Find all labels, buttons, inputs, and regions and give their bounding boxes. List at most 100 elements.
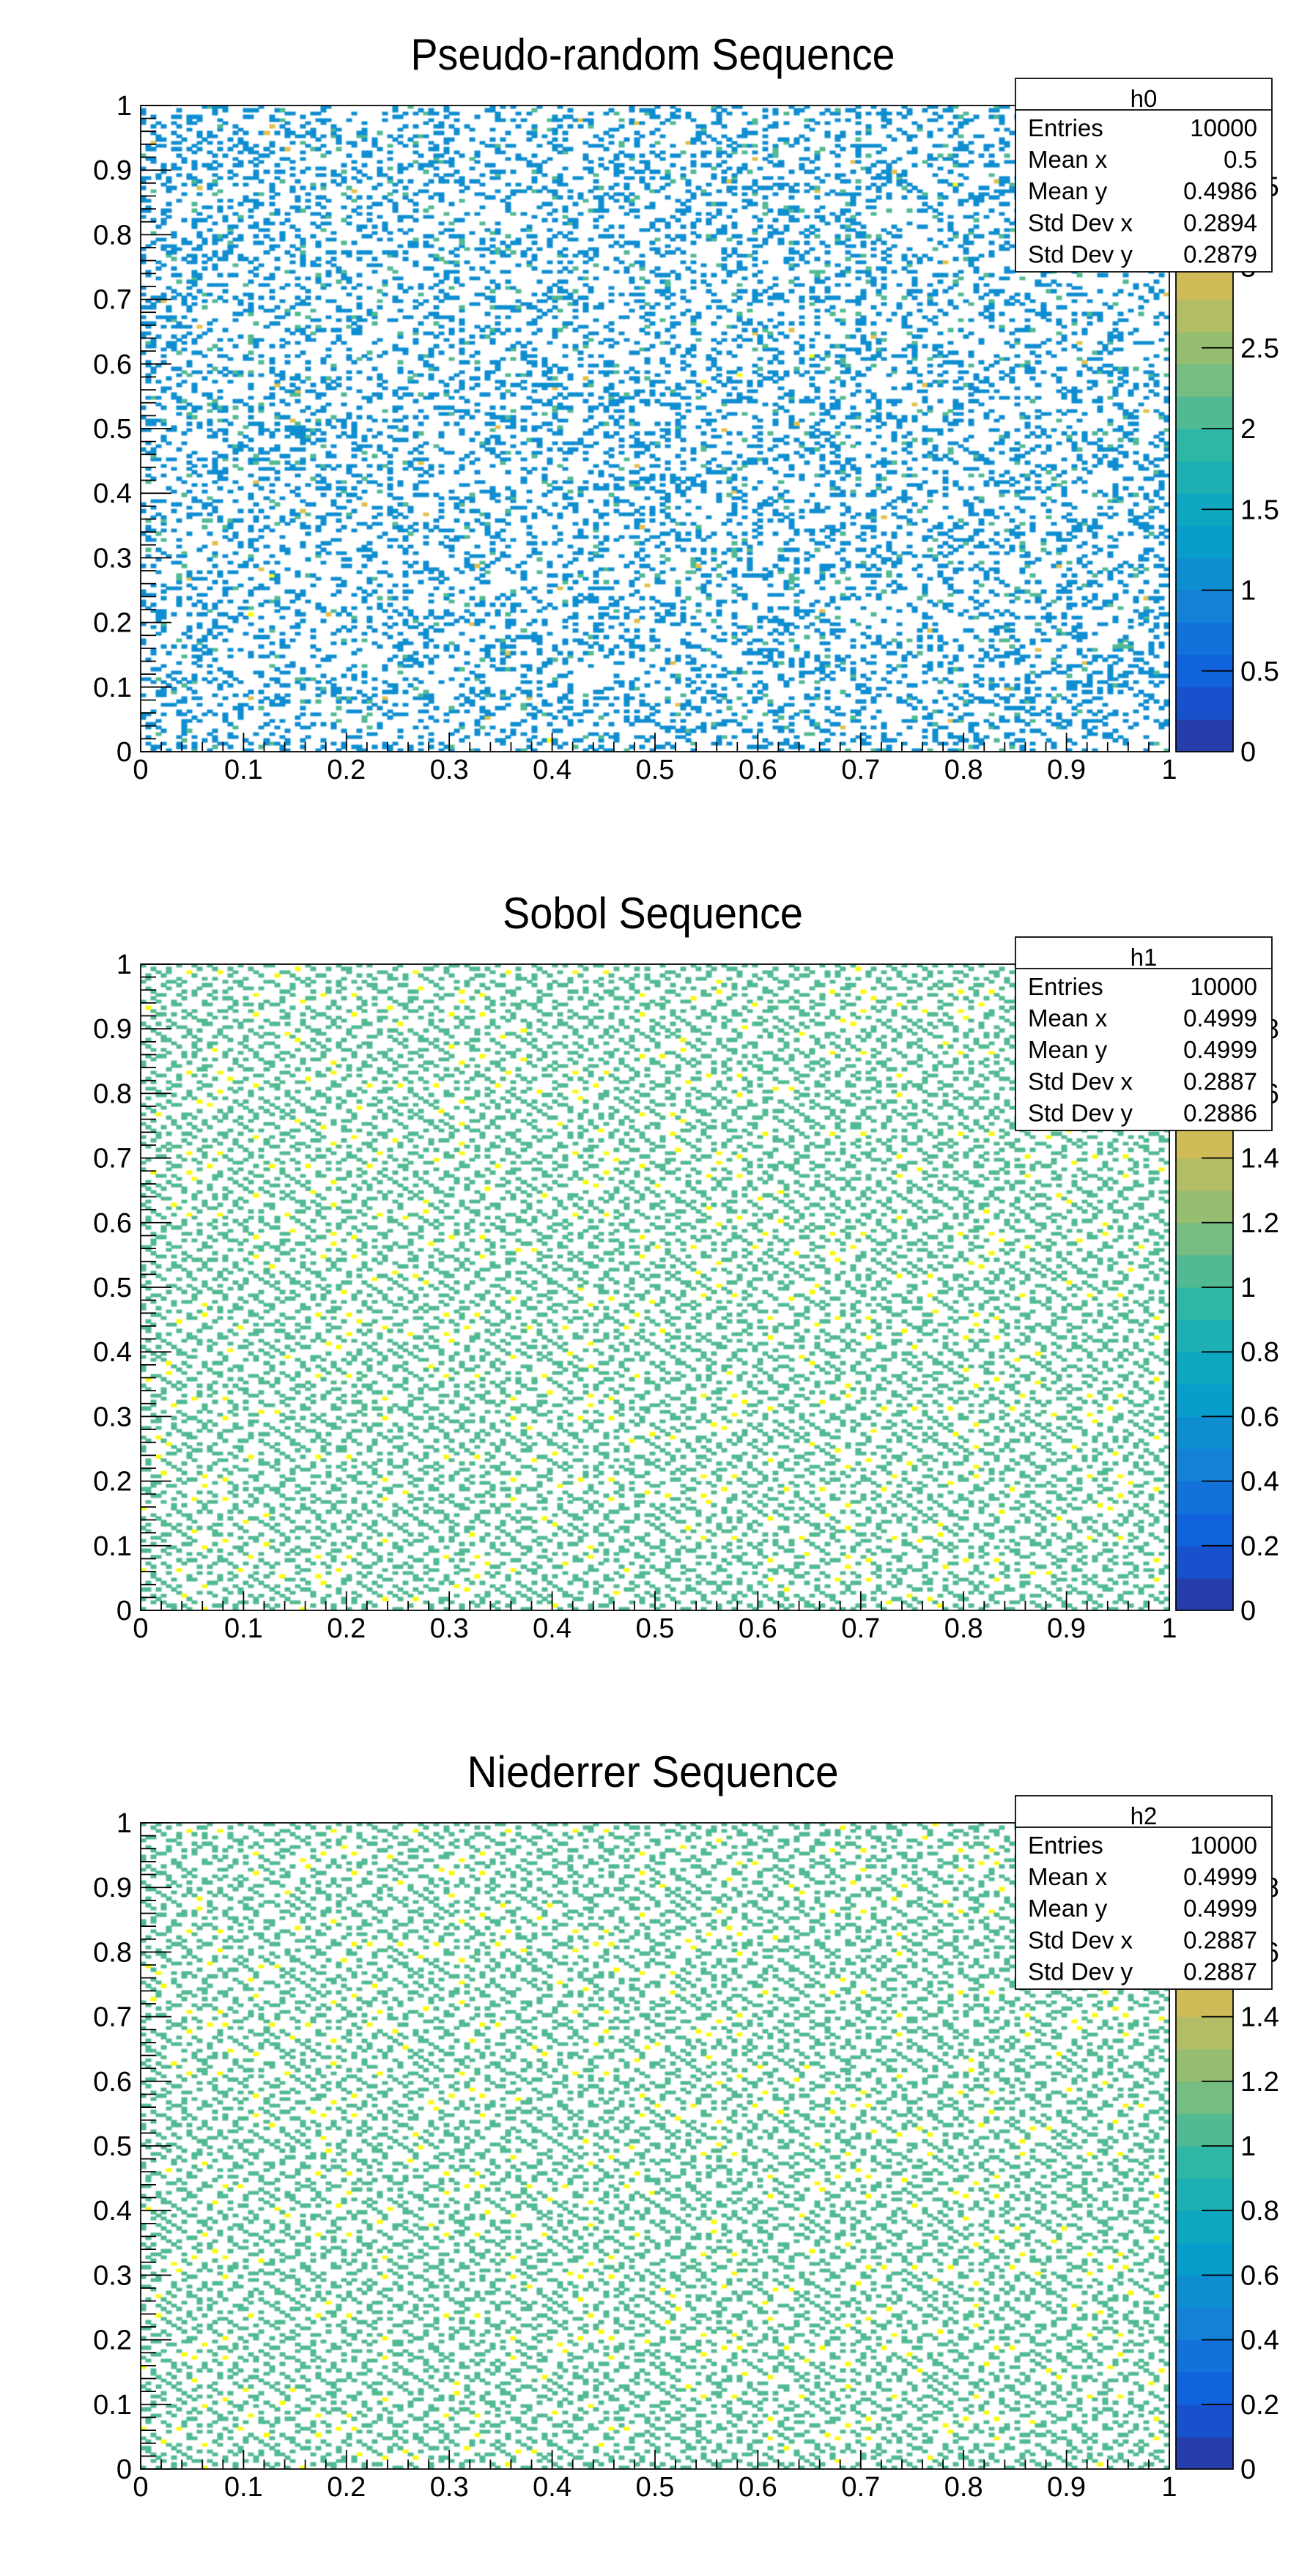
svg-text:Sobol Sequence: Sobol Sequence [503,889,803,938]
svg-text:10000: 10000 [1190,114,1257,141]
svg-text:0: 0 [133,2472,148,2503]
svg-text:0.6: 0.6 [739,2472,777,2503]
svg-text:0.8: 0.8 [944,2472,983,2503]
svg-text:0: 0 [116,2454,132,2485]
svg-text:0.9: 0.9 [1047,755,1086,785]
svg-text:0.8: 0.8 [93,1937,132,1968]
svg-text:0.5: 0.5 [93,414,132,445]
svg-text:1: 1 [1240,1273,1256,1303]
svg-text:0.4: 0.4 [1240,2325,1279,2356]
svg-text:h2: h2 [1130,1802,1158,1829]
svg-text:1.4: 1.4 [1240,1144,1279,1174]
svg-text:Std Dev y: Std Dev y [1028,240,1133,267]
svg-text:0.1: 0.1 [224,1613,263,1644]
svg-text:0.8: 0.8 [93,1078,132,1109]
svg-text:0.2894: 0.2894 [1183,209,1257,236]
svg-text:10000: 10000 [1190,1832,1257,1859]
svg-text:h1: h1 [1130,944,1158,971]
svg-text:1.2: 1.2 [1240,2067,1279,2098]
svg-text:0.2: 0.2 [93,2325,132,2356]
svg-text:1: 1 [116,91,132,122]
svg-text:0.2: 0.2 [327,1613,366,1644]
svg-text:0.4: 0.4 [93,2196,132,2227]
svg-text:1: 1 [116,950,132,980]
svg-text:Entries: Entries [1028,1832,1103,1859]
svg-text:1: 1 [1161,2472,1177,2503]
svg-text:0.6: 0.6 [93,349,132,380]
svg-text:0.1: 0.1 [224,755,263,785]
svg-text:0.4999: 0.4999 [1183,1895,1257,1922]
svg-text:Entries: Entries [1028,973,1103,1000]
svg-text:0.4986: 0.4986 [1183,177,1257,204]
svg-text:0: 0 [1240,1596,1256,1626]
svg-text:Std Dev y: Std Dev y [1028,1099,1133,1126]
svg-text:0.4999: 0.4999 [1183,1863,1257,1890]
svg-text:0.4: 0.4 [93,478,132,509]
svg-text:0: 0 [116,1596,132,1626]
svg-text:Entries: Entries [1028,114,1103,141]
svg-text:0.8: 0.8 [1240,2196,1279,2227]
svg-text:0.9: 0.9 [93,155,132,186]
svg-text:0.5: 0.5 [1224,146,1257,173]
svg-text:0.4: 0.4 [1240,1467,1279,1498]
svg-text:0.1: 0.1 [93,1531,132,1562]
svg-text:0.7: 0.7 [841,755,880,785]
svg-text:0.4: 0.4 [533,1613,571,1644]
svg-text:1: 1 [1161,755,1177,785]
svg-text:0.9: 0.9 [1047,2472,1086,2503]
svg-text:1: 1 [1240,576,1256,607]
svg-text:0.2: 0.2 [93,1467,132,1498]
svg-text:0.3: 0.3 [430,1613,469,1644]
svg-text:0.3: 0.3 [93,543,132,574]
svg-text:1.4: 1.4 [1240,2002,1279,2033]
svg-text:Niederrer Sequence: Niederrer Sequence [467,1747,839,1796]
svg-text:Mean y: Mean y [1028,1036,1108,1063]
svg-text:1: 1 [116,1808,132,1839]
svg-text:0: 0 [116,737,132,768]
svg-text:2: 2 [1240,414,1256,445]
svg-text:2.5: 2.5 [1240,333,1279,364]
svg-text:0.3: 0.3 [430,755,469,785]
svg-text:0.5: 0.5 [93,1273,132,1303]
svg-text:Mean x: Mean x [1028,1004,1108,1032]
svg-text:0.4999: 0.4999 [1183,1004,1257,1032]
svg-text:0.6: 0.6 [739,1613,777,1644]
svg-text:0.5: 0.5 [636,755,675,785]
svg-text:Std Dev y: Std Dev y [1028,1958,1133,1985]
svg-text:0.2: 0.2 [1240,1531,1279,1562]
svg-text:0.9: 0.9 [93,1873,132,1903]
svg-text:0.7: 0.7 [93,285,132,316]
svg-text:0.4999: 0.4999 [1183,1036,1257,1063]
svg-text:0: 0 [1240,2454,1256,2485]
svg-text:0.8: 0.8 [944,1613,983,1644]
svg-text:0.7: 0.7 [93,2002,132,2033]
svg-text:0.9: 0.9 [93,1014,132,1045]
svg-text:Std Dev x: Std Dev x [1028,1067,1133,1095]
svg-text:0.2886: 0.2886 [1183,1099,1257,1126]
svg-text:0.2: 0.2 [1240,2390,1279,2421]
svg-text:0: 0 [1240,737,1256,768]
svg-text:0: 0 [133,755,148,785]
svg-text:0.5: 0.5 [1240,656,1279,687]
svg-text:0.2: 0.2 [327,2472,366,2503]
svg-text:1.5: 1.5 [1240,495,1279,525]
svg-text:0.5: 0.5 [636,1613,675,1644]
svg-text:0.8: 0.8 [93,220,132,251]
svg-text:0.7: 0.7 [93,1144,132,1174]
svg-text:Std Dev x: Std Dev x [1028,209,1133,236]
svg-text:0.1: 0.1 [93,673,132,703]
svg-text:0.3: 0.3 [93,1402,132,1432]
svg-text:0.2: 0.2 [93,608,132,639]
svg-text:0.7: 0.7 [841,1613,880,1644]
svg-text:0.3: 0.3 [430,2472,469,2503]
svg-text:0.4: 0.4 [533,2472,571,2503]
svg-text:1: 1 [1240,2131,1256,2162]
svg-text:h0: h0 [1130,85,1158,112]
svg-text:0.6: 0.6 [93,2067,132,2098]
svg-text:Pseudo-random Sequence: Pseudo-random Sequence [411,30,895,79]
svg-text:0.3: 0.3 [93,2260,132,2291]
svg-text:1: 1 [1161,1613,1177,1644]
svg-text:0.6: 0.6 [93,1208,132,1239]
svg-text:0: 0 [133,1613,148,1644]
svg-text:0.7: 0.7 [841,2472,880,2503]
